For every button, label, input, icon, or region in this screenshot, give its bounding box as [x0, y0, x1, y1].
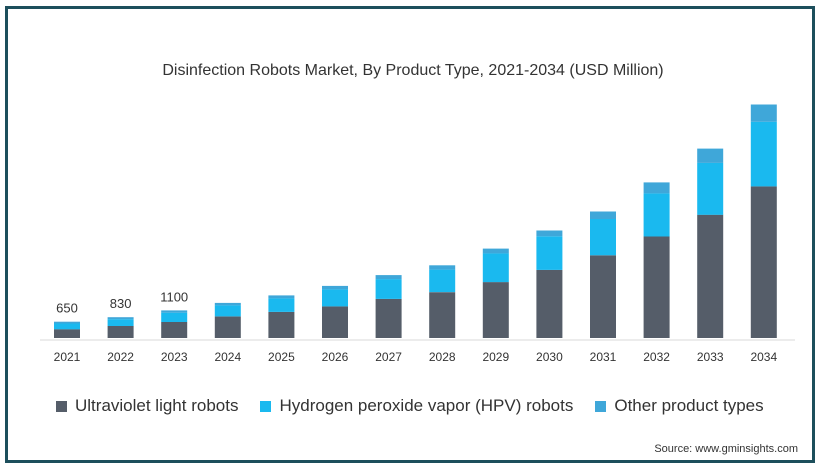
bar-2024-series-1 — [214, 305, 241, 317]
bar-2023-series-2 — [161, 310, 188, 313]
x-tick-2021: 2021 — [54, 350, 81, 364]
bar-2026-series-1 — [322, 289, 348, 307]
bar-2026-series-0 — [322, 306, 348, 338]
bar-2031-series-2 — [590, 211, 616, 219]
x-tick-2031: 2031 — [590, 350, 617, 364]
bar-2031-series-0 — [590, 255, 616, 338]
bar-2028-series-0 — [429, 292, 456, 338]
x-tick-2026: 2026 — [322, 350, 349, 364]
bar-2030-series-2 — [536, 230, 563, 237]
bar-2029-series-2 — [482, 248, 509, 254]
bar-2031-series-1 — [590, 219, 616, 256]
legend-item-ultraviolet: Ultraviolet light robots — [56, 396, 238, 416]
bar-2021-series-2 — [54, 321, 80, 324]
bar-2032-series-0 — [643, 236, 670, 338]
bar-2021-series-0 — [54, 329, 80, 338]
bar-2026-series-2 — [322, 285, 348, 290]
bar-2034-series-2 — [750, 104, 777, 122]
x-tick-2027: 2027 — [375, 350, 402, 364]
data-labels: 650 830 1100 — [56, 289, 188, 315]
bar-2029-series-1 — [482, 253, 509, 283]
legend: Ultraviolet light robots Hydrogen peroxi… — [56, 396, 786, 416]
legend-label: Ultraviolet light robots — [75, 396, 239, 415]
chart-title: Disinfection Robots Market, By Product T… — [162, 62, 664, 79]
x-tick-2029: 2029 — [482, 350, 509, 364]
bar-2030-series-1 — [536, 236, 563, 270]
x-tick-2024: 2024 — [214, 350, 241, 364]
legend-swatch — [56, 400, 67, 412]
x-tick-2022: 2022 — [107, 350, 134, 364]
x-tick-2034: 2034 — [750, 350, 777, 364]
bar-2033-series-1 — [697, 162, 724, 215]
bar-2032-series-2 — [643, 182, 670, 194]
bar-2032-series-1 — [643, 193, 670, 237]
x-tick-2032: 2032 — [643, 350, 670, 364]
bar-2033-series-0 — [697, 214, 724, 338]
bar-2034-series-0 — [750, 186, 777, 338]
legend-swatch — [260, 400, 272, 412]
x-tick-labels: 2021 2022 2023 2024 2025 2026 2027 2028 2029 2030… — [54, 350, 778, 364]
chart-frame — [5, 6, 815, 463]
bar-2025-series-1 — [268, 298, 295, 312]
bar-2027-series-2 — [375, 275, 402, 280]
bar-2025-series-0 — [268, 311, 295, 338]
legend-item-other: Other product types — [595, 396, 764, 416]
legend-label: Hydrogen peroxide vapor (HPV) robots — [279, 396, 574, 415]
data-label-2021: 650 — [56, 301, 78, 316]
bar-2023-series-0 — [161, 322, 188, 338]
legend-item-hpv: Hydrogen peroxide vapor (HPV) robots — [260, 396, 573, 416]
bar-2027-series-1 — [375, 279, 402, 299]
bar-2024-series-0 — [214, 316, 241, 338]
bar-2029-series-0 — [482, 282, 509, 338]
bar-2022-series-0 — [107, 326, 134, 338]
bar-2030-series-0 — [536, 269, 563, 338]
source-note: Source: www.gminsights.com — [654, 443, 798, 455]
bar-2025-series-2 — [268, 295, 295, 299]
bar-2033-series-2 — [697, 148, 724, 163]
x-tick-2033: 2033 — [697, 350, 724, 364]
bar-2034-series-1 — [750, 121, 777, 187]
bar-2023-series-1 — [161, 312, 188, 322]
legend-label: Other product types — [614, 396, 764, 415]
bar-2028-series-2 — [429, 265, 456, 270]
bar-2022-series-1 — [107, 319, 134, 326]
x-tick-2025: 2025 — [268, 350, 295, 364]
x-tick-2028: 2028 — [429, 350, 456, 364]
data-label-2022: 830 — [110, 296, 132, 311]
data-label-2023: 1100 — [160, 289, 188, 304]
x-tick-2030: 2030 — [536, 350, 563, 364]
x-tick-2023: 2023 — [161, 350, 188, 364]
bar-2024-series-2 — [214, 302, 241, 306]
bar-2021-series-1 — [54, 323, 80, 330]
bar-2027-series-0 — [375, 298, 402, 338]
legend-swatch — [595, 400, 607, 412]
bar-2028-series-1 — [429, 269, 456, 293]
bar-2022-series-2 — [107, 317, 134, 320]
bars-group — [54, 104, 777, 338]
